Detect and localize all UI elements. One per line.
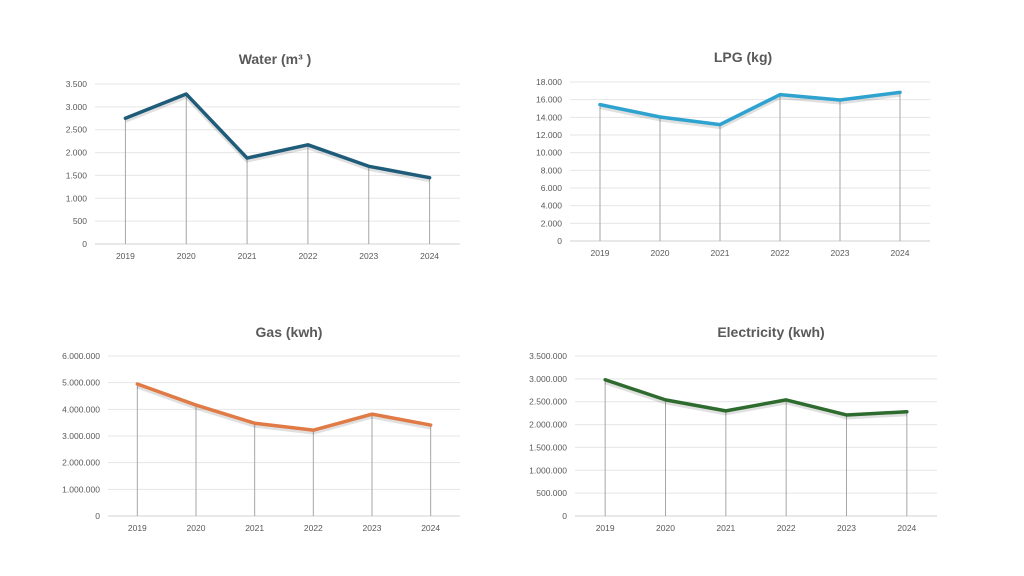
x-tick-label: 2020 <box>656 523 675 533</box>
x-tick-label: 2022 <box>777 523 796 533</box>
y-tick-label: 2.500.000 <box>529 397 567 407</box>
y-tick-label: 0 <box>82 239 87 249</box>
y-tick-label: 1.000.000 <box>529 465 567 475</box>
x-tick-label: 2023 <box>831 248 850 258</box>
y-tick-label: 3.000 <box>66 102 88 112</box>
y-tick-label: 500 <box>73 216 87 226</box>
y-tick-label: 3.000.000 <box>62 431 100 441</box>
series-line-shadow <box>599 91 901 130</box>
x-tick-label: 2023 <box>363 523 382 533</box>
chart-title: LPG (kg) <box>713 49 773 65</box>
series-line-shadow <box>136 383 432 435</box>
y-tick-label: 3.500.000 <box>529 351 567 361</box>
x-tick-label: 2021 <box>711 248 730 258</box>
chart-title: Water (m³ ) <box>238 51 312 67</box>
series-line-shadow <box>604 379 907 420</box>
y-tick-label: 1.500.000 <box>529 442 567 452</box>
series-line <box>598 90 902 127</box>
y-tick-label: 18.000 <box>536 77 562 87</box>
gas-chart: Gas (kwh) 0 1.000.000 2.000.000 3.000.000 4.… <box>62 324 460 533</box>
y-tick-label: 1.500 <box>66 170 88 180</box>
x-tick-label: 2024 <box>897 523 916 533</box>
y-tick-label: 12.000 <box>536 130 562 140</box>
water-chart: Water (m³ ) 0 500 1.000 1.500 2.000 2.500 3.00… <box>66 51 460 261</box>
y-tick-label: 500.000 <box>536 488 567 498</box>
y-tick-label: 0 <box>557 236 562 246</box>
y-tick-label: 0 <box>562 511 567 521</box>
x-tick-label: 2019 <box>116 251 135 261</box>
x-tick-label: 2023 <box>359 251 378 261</box>
y-tick-label: 5.000.000 <box>62 378 100 388</box>
x-tick-label: 2019 <box>591 248 610 258</box>
y-tick-label: 6.000 <box>541 183 563 193</box>
y-tick-label: 10.000 <box>536 148 562 158</box>
lpg-chart: LPG (kg) 0 2.000 4.000 6.000 8.000 10.000 12.0… <box>536 49 930 258</box>
y-tick-label: 4.000 <box>541 201 563 211</box>
series-line <box>135 382 433 432</box>
y-tick-label: 2.000.000 <box>529 420 567 430</box>
x-tick-label: 2022 <box>304 523 323 533</box>
x-tick-label: 2023 <box>837 523 856 533</box>
y-tick-label: 3.000.000 <box>529 374 567 384</box>
chart-title: Gas (kwh) <box>255 324 323 340</box>
x-tick-label: 2019 <box>128 523 147 533</box>
x-tick-label: 2021 <box>716 523 735 533</box>
x-tick-label: 2024 <box>891 248 910 258</box>
y-tick-label: 2.000 <box>66 148 88 158</box>
x-tick-label: 2022 <box>298 251 317 261</box>
electricity-chart: Electricity (kwh) 0 500.000 1.000.000 1.500… <box>529 324 937 533</box>
x-tick-label: 2020 <box>177 251 196 261</box>
y-tick-label: 8.000 <box>541 165 563 175</box>
y-tick-label: 2.500 <box>66 125 88 135</box>
y-tick-label: 1.000 <box>66 193 88 203</box>
x-tick-label: 2021 <box>238 251 257 261</box>
x-tick-label: 2020 <box>651 248 670 258</box>
y-tick-label: 2.000 <box>541 218 563 228</box>
x-tick-label: 2021 <box>245 523 264 533</box>
y-tick-label: 3.500 <box>66 79 88 89</box>
chart-title: Electricity (kwh) <box>717 324 825 340</box>
x-tick-label: 2019 <box>596 523 615 533</box>
x-tick-label: 2024 <box>420 251 439 261</box>
x-tick-label: 2022 <box>771 248 790 258</box>
series-line <box>603 378 909 417</box>
series-line <box>123 92 432 180</box>
y-tick-label: 0 <box>95 511 100 521</box>
y-tick-label: 6.000.000 <box>62 351 100 361</box>
y-tick-label: 1.000.000 <box>62 484 100 494</box>
y-tick-label: 16.000 <box>536 95 562 105</box>
y-tick-label: 4.000.000 <box>62 404 100 414</box>
x-tick-label: 2020 <box>187 523 206 533</box>
x-tick-label: 2024 <box>421 523 440 533</box>
y-tick-label: 2.000.000 <box>62 458 100 468</box>
y-tick-label: 14.000 <box>536 112 562 122</box>
series-line-shadow <box>124 93 431 183</box>
